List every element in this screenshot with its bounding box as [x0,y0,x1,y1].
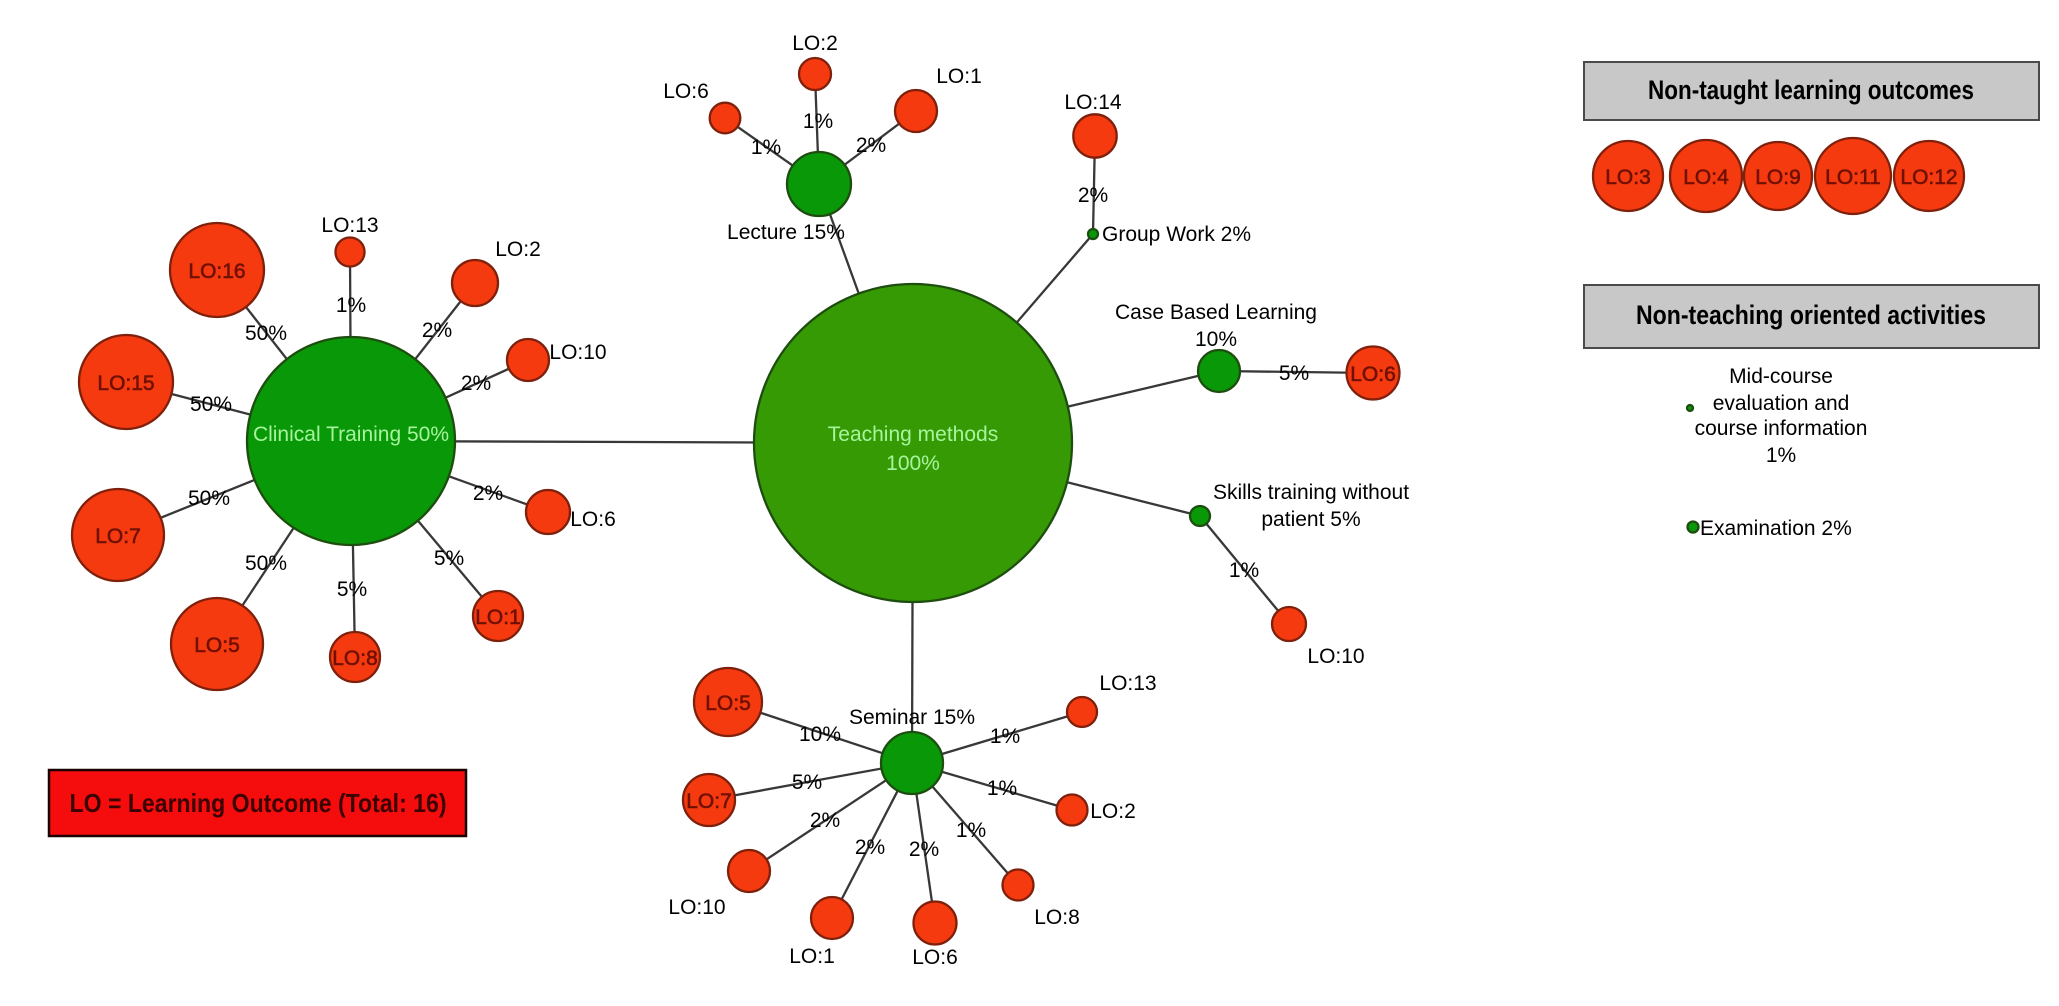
svg-text:LO:2: LO:2 [792,32,838,55]
svg-text:LO:12: LO:12 [1900,166,1957,189]
svg-text:5%: 5% [792,771,822,794]
svg-text:Examination 2%: Examination 2% [1700,517,1852,540]
svg-text:Non-taught learning outcomes: Non-taught learning outcomes [1648,75,1974,105]
svg-text:Seminar 15%: Seminar 15% [849,706,975,729]
svg-text:2%: 2% [856,134,886,157]
svg-text:LO:14: LO:14 [1064,91,1122,114]
svg-text:1%: 1% [803,110,833,133]
svg-text:LO:2: LO:2 [495,238,541,261]
svg-text:Clinical Training 50%: Clinical Training 50% [253,423,449,446]
svg-text:2%: 2% [1078,184,1108,207]
svg-text:LO:16: LO:16 [188,260,245,283]
svg-text:LO:10: LO:10 [668,896,725,919]
svg-text:1%: 1% [1766,444,1796,467]
svg-text:LO:10: LO:10 [1307,645,1364,668]
svg-text:Lecture 15%: Lecture 15% [727,221,845,244]
svg-text:LO:8: LO:8 [332,647,378,670]
svg-text:LO:7: LO:7 [95,525,141,548]
svg-text:Mid-course: Mid-course [1729,365,1833,388]
svg-text:LO:2: LO:2 [1090,800,1136,823]
svg-text:LO:1: LO:1 [789,945,835,968]
svg-text:2%: 2% [422,319,452,342]
svg-text:LO:6: LO:6 [570,508,616,531]
svg-text:evaluation and: evaluation and [1713,392,1850,415]
svg-text:2%: 2% [473,482,503,505]
svg-text:2%: 2% [909,838,939,861]
svg-text:50%: 50% [188,487,230,510]
svg-text:Non-teaching oriented activiti: Non-teaching oriented activities [1636,300,1986,330]
svg-text:course information: course information [1695,417,1868,440]
svg-text:LO:3: LO:3 [1605,166,1651,189]
svg-text:1%: 1% [336,294,366,317]
svg-text:1%: 1% [751,136,781,159]
svg-text:LO:6: LO:6 [663,80,709,103]
svg-text:LO:1: LO:1 [936,65,982,88]
svg-text:5%: 5% [1279,362,1309,385]
svg-text:10%: 10% [1195,328,1237,351]
svg-text:LO:5: LO:5 [705,692,751,715]
svg-text:1%: 1% [987,777,1017,800]
svg-text:LO = Learning Outcome (Total:: LO = Learning Outcome (Total: 16) [70,788,447,818]
svg-text:5%: 5% [337,578,367,601]
svg-text:Group Work 2%: Group Work 2% [1102,223,1251,246]
svg-text:LO:11: LO:11 [1825,166,1881,189]
svg-text:50%: 50% [190,393,232,416]
svg-text:LO:7: LO:7 [686,790,732,813]
svg-text:Teaching methods: Teaching methods [828,423,998,446]
svg-text:LO:13: LO:13 [321,214,378,237]
svg-text:LO:6: LO:6 [1350,363,1396,386]
svg-text:2%: 2% [855,836,885,859]
svg-text:50%: 50% [245,322,287,345]
svg-text:1%: 1% [990,725,1020,748]
svg-text:LO:15: LO:15 [97,372,154,395]
svg-text:patient 5%: patient 5% [1261,508,1360,531]
svg-text:2%: 2% [810,809,840,832]
svg-text:100%: 100% [886,452,940,475]
svg-text:5%: 5% [434,547,464,570]
svg-text:2%: 2% [461,372,491,395]
svg-text:Skills training without: Skills training without [1213,481,1409,504]
svg-text:LO:13: LO:13 [1099,672,1156,695]
svg-text:1%: 1% [1229,559,1259,582]
svg-text:LO:5: LO:5 [194,634,240,657]
svg-text:1%: 1% [956,819,986,842]
svg-text:50%: 50% [245,552,287,575]
svg-text:Case Based Learning: Case Based Learning [1115,301,1317,324]
svg-text:LO:4: LO:4 [1683,166,1729,189]
svg-text:10%: 10% [799,723,841,746]
svg-text:LO:8: LO:8 [1034,906,1080,929]
svg-text:LO:10: LO:10 [549,341,606,364]
svg-text:LO:1: LO:1 [475,606,521,629]
svg-text:LO:9: LO:9 [1755,166,1801,189]
svg-text:LO:6: LO:6 [912,946,958,969]
